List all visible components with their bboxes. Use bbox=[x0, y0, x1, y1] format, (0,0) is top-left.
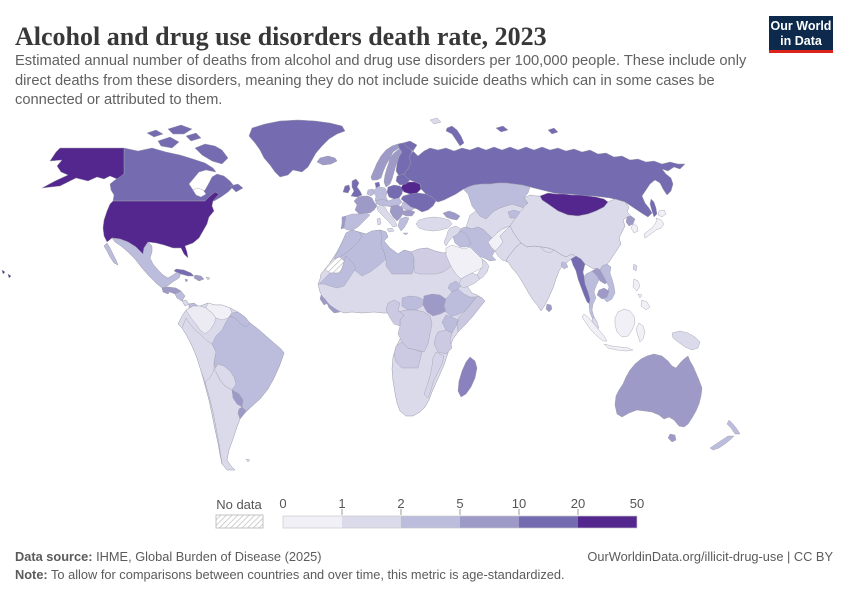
svg-text:1: 1 bbox=[338, 496, 345, 511]
svg-text:No data: No data bbox=[216, 497, 262, 512]
svg-text:5: 5 bbox=[456, 496, 463, 511]
svg-text:0: 0 bbox=[279, 496, 286, 511]
svg-text:50: 50 bbox=[630, 496, 644, 511]
svg-text:10: 10 bbox=[512, 496, 526, 511]
svg-text:2: 2 bbox=[397, 496, 404, 511]
svg-text:20: 20 bbox=[571, 496, 585, 511]
